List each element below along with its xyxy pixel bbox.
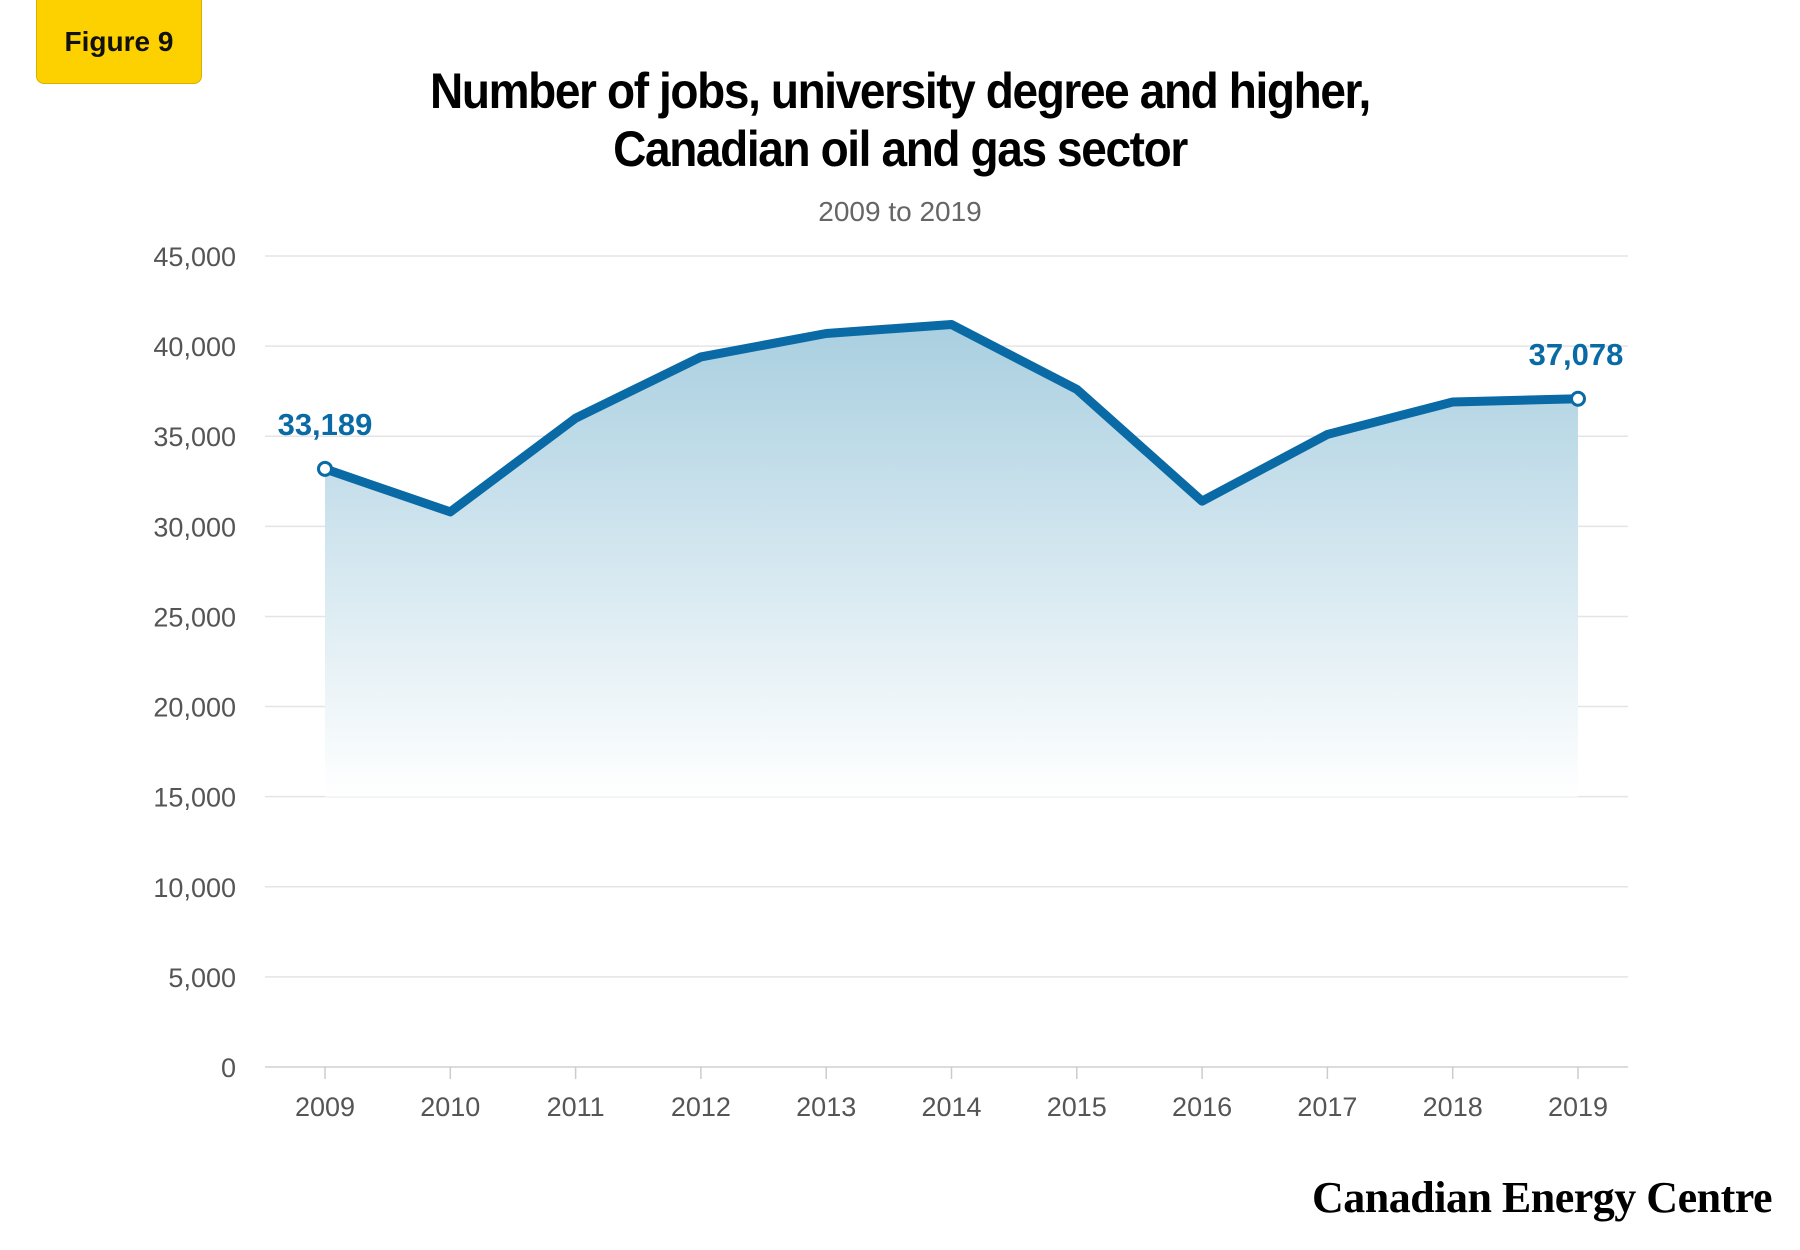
y-tick-label: 15,000 bbox=[153, 783, 236, 813]
x-tick-label: 2011 bbox=[547, 1092, 605, 1122]
y-tick-label: 0 bbox=[221, 1053, 236, 1083]
x-tick-label: 2016 bbox=[1172, 1092, 1232, 1122]
data-label: 37,078 bbox=[1529, 337, 1624, 372]
y-tick-label: 35,000 bbox=[153, 422, 236, 452]
area-fill bbox=[325, 324, 1578, 797]
data-point-marker bbox=[1570, 390, 1586, 407]
chart-title-line1: Number of jobs, university degree and hi… bbox=[430, 63, 1371, 119]
x-tick-label: 2010 bbox=[420, 1092, 480, 1122]
x-axis: 2009 2010 2011 2012 2013 2014 2015 2016 2017 2018… bbox=[295, 1067, 1608, 1122]
y-tick-label: 40,000 bbox=[153, 332, 236, 362]
area-fill-group bbox=[325, 324, 1578, 797]
chart-title: Number of jobs, university degree and hi… bbox=[72, 62, 1728, 178]
y-tick-label: 10,000 bbox=[153, 873, 236, 903]
x-tick-label: 2019 bbox=[1548, 1092, 1608, 1122]
x-tick-label: 2013 bbox=[796, 1092, 856, 1122]
y-tick-label: 30,000 bbox=[153, 512, 236, 542]
x-tick-label: 2017 bbox=[1297, 1092, 1357, 1122]
data-labels: 33,189 37,078 bbox=[278, 337, 1624, 477]
series-line bbox=[320, 319, 1583, 517]
y-tick-label: 45,000 bbox=[153, 242, 236, 272]
brand-logo: Canadian Energy Centre bbox=[1312, 1173, 1772, 1222]
x-tick-label: 2014 bbox=[921, 1092, 981, 1122]
figure-badge: Figure 9 bbox=[36, 0, 202, 84]
x-tick-label: 2015 bbox=[1047, 1092, 1107, 1122]
y-tick-label: 5,000 bbox=[168, 963, 236, 993]
y-axis: 0 5,000 10,000 15,000 20,000 25,000 30,000 35,0… bbox=[153, 242, 236, 1083]
chart-title-line2: Canadian oil and gas sector bbox=[613, 121, 1188, 177]
series-line-group bbox=[320, 319, 1583, 517]
y-tick-label: 25,000 bbox=[153, 602, 236, 632]
x-tick-label: 2012 bbox=[671, 1092, 731, 1122]
x-tick-label: 2018 bbox=[1423, 1092, 1483, 1122]
x-tick-label: 2009 bbox=[295, 1092, 355, 1122]
data-label: 33,189 bbox=[278, 407, 373, 442]
y-tick-label: 20,000 bbox=[153, 693, 236, 723]
chart-subtitle: 2009 to 2019 bbox=[818, 196, 982, 227]
data-point-marker bbox=[317, 460, 333, 477]
